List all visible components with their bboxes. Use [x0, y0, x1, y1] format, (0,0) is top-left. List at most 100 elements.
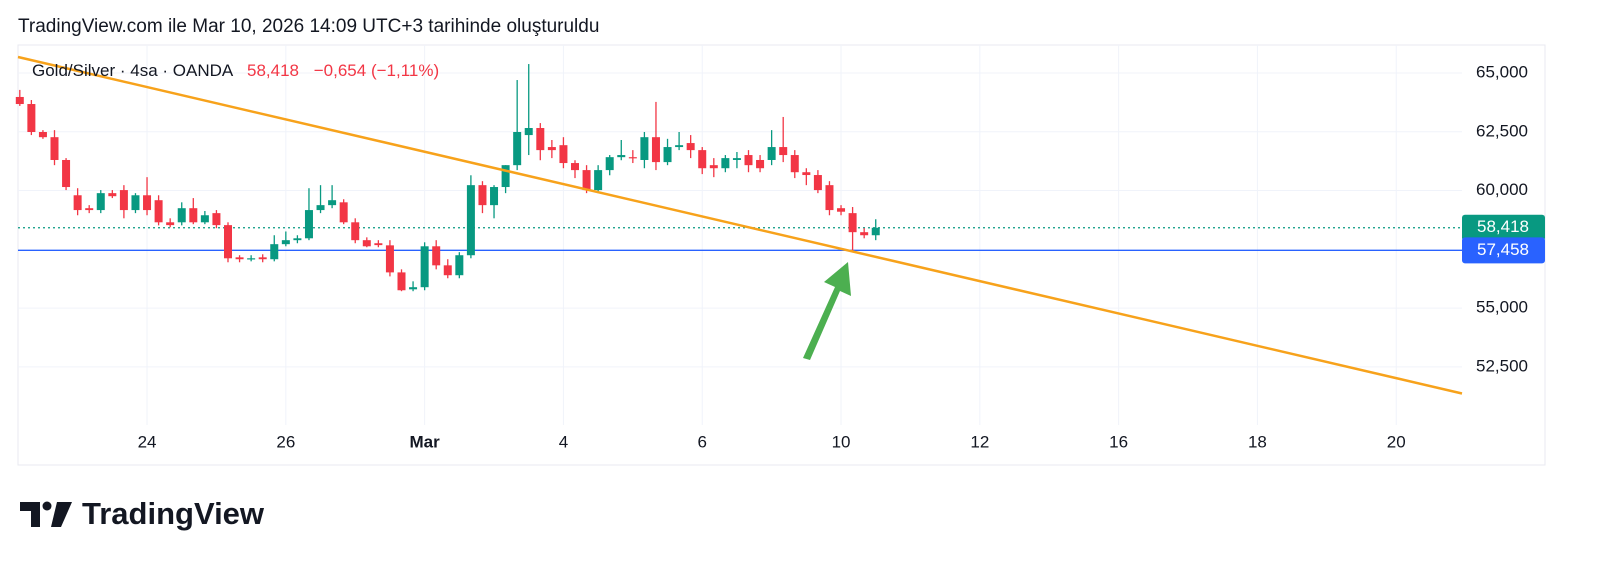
- candle-body: [270, 244, 279, 260]
- candle-body: [721, 158, 730, 169]
- x-tick-label: 16: [1109, 432, 1128, 451]
- header: TradingView.com ile Mar 10, 2026 14:09 U…: [18, 16, 599, 37]
- candle-body: [281, 240, 290, 245]
- candle-body: [594, 170, 603, 191]
- candle-body: [779, 147, 788, 156]
- candle-body: [177, 208, 186, 223]
- candle-body: [651, 137, 660, 163]
- candle-body: [328, 200, 337, 206]
- candle-body: [420, 246, 429, 288]
- candle-body: [547, 147, 556, 151]
- x-tick-label: 20: [1387, 432, 1406, 451]
- x-tick-label: 18: [1248, 432, 1267, 451]
- x-tick-label: Mar: [410, 432, 441, 451]
- candle-body: [73, 195, 82, 211]
- legend: Gold/Silver · 4sa · OANDA 58,418 −0,654 …: [32, 61, 439, 80]
- candle-body: [50, 137, 59, 160]
- x-tick-label: 6: [697, 432, 706, 451]
- price-label-box: [1462, 214, 1545, 241]
- candle-body: [732, 158, 741, 160]
- candle-body: [200, 215, 209, 223]
- candle-body: [258, 257, 267, 260]
- candle-body: [478, 185, 487, 206]
- candle-body: [663, 147, 672, 163]
- brand-logo: [20, 501, 72, 527]
- y-tick-label: 55,000: [1476, 298, 1528, 317]
- x-tick-label: 26: [276, 432, 295, 451]
- annotation-arrow: [803, 262, 851, 360]
- price-label: 57,458: [1477, 240, 1529, 259]
- candle-body: [466, 185, 475, 256]
- candle-body: [212, 213, 221, 226]
- candle-body: [316, 205, 325, 211]
- candle-body: [62, 159, 71, 188]
- candle-body: [166, 222, 175, 226]
- candle-body: [640, 137, 649, 160]
- candle-body: [848, 213, 857, 233]
- candle-body: [385, 245, 394, 273]
- candle-body: [224, 225, 232, 259]
- candle-body: [513, 132, 522, 166]
- candle-body: [131, 195, 140, 211]
- candle-body: [802, 172, 811, 176]
- candle-body: [524, 128, 533, 136]
- trendline: [17, 55, 1463, 395]
- candle-body: [709, 165, 718, 169]
- candle-body: [860, 232, 869, 236]
- price-label-box: [1462, 237, 1545, 264]
- legend-change: −0,654 (−1,11%): [314, 61, 439, 80]
- candle-body: [825, 185, 834, 211]
- logo-mark: [51, 502, 72, 527]
- candle-body: [756, 159, 765, 169]
- candle-body: [15, 96, 24, 105]
- candle-body: [455, 255, 464, 276]
- candle-body: [628, 157, 637, 159]
- candle-body: [27, 104, 36, 133]
- logo-dot: [42, 501, 52, 511]
- x-tick-label: 4: [559, 432, 568, 451]
- candle-body: [235, 257, 244, 260]
- plot: [15, 55, 1463, 395]
- candle-body: [293, 238, 302, 241]
- legend-last-price: 58,418: [247, 61, 299, 80]
- candle-body: [837, 208, 846, 212]
- candle-body: [790, 155, 799, 173]
- candle-body: [559, 145, 568, 164]
- candle-body: [698, 150, 707, 169]
- x-tick-label: 24: [138, 432, 157, 451]
- logo-mark: [20, 502, 40, 527]
- x-tick-label: 12: [970, 432, 989, 451]
- y-tick-label: 60,000: [1476, 180, 1528, 199]
- candle-body: [154, 200, 163, 223]
- y-tick-label: 52,500: [1476, 356, 1528, 375]
- candle-body: [871, 227, 880, 236]
- candle-body: [397, 272, 406, 291]
- candle-body: [38, 132, 47, 138]
- y-tick-label: 62,500: [1476, 121, 1528, 140]
- x-tick-label: 10: [832, 432, 851, 451]
- candle-body: [339, 202, 348, 223]
- candle-body: [686, 143, 695, 151]
- candle-body: [571, 163, 579, 171]
- candle-body: [351, 222, 360, 241]
- candle-body: [189, 208, 198, 223]
- candle-body: [605, 157, 614, 171]
- brand: TradingView: [82, 496, 265, 531]
- candle-body: [362, 240, 371, 247]
- candle-body: [767, 147, 776, 160]
- candle-body: [490, 187, 499, 206]
- candle-body: [374, 243, 383, 246]
- y-tick-label: 65,000: [1476, 62, 1528, 81]
- candle-body: [813, 175, 822, 191]
- legend-title: Gold/Silver · 4sa · OANDA: [32, 61, 234, 80]
- candle-body: [582, 170, 591, 191]
- candle-body: [536, 128, 545, 151]
- candle-body: [119, 190, 128, 211]
- candle-body: [744, 155, 753, 166]
- candle-body: [617, 155, 626, 158]
- candle-body: [675, 145, 684, 148]
- candle-body: [143, 195, 152, 211]
- candle-body: [96, 193, 105, 211]
